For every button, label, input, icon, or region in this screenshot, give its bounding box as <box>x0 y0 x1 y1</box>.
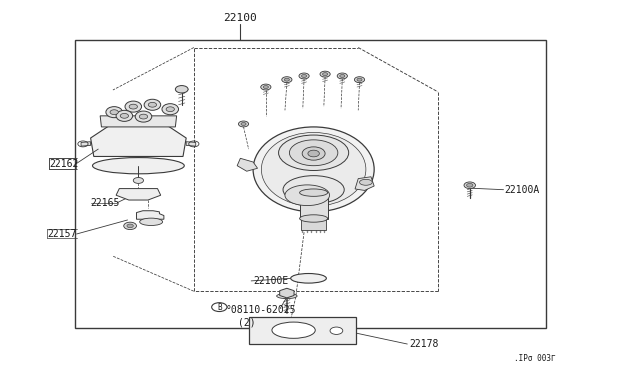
Ellipse shape <box>125 101 141 112</box>
Ellipse shape <box>278 135 349 170</box>
Ellipse shape <box>291 273 326 283</box>
Circle shape <box>133 177 143 183</box>
Circle shape <box>148 102 157 107</box>
Text: 22100A: 22100A <box>505 185 540 195</box>
Text: 22100: 22100 <box>223 13 257 23</box>
Circle shape <box>282 77 292 83</box>
Circle shape <box>355 77 365 83</box>
Bar <box>301 218 326 230</box>
Polygon shape <box>237 158 257 171</box>
Ellipse shape <box>272 322 316 338</box>
Ellipse shape <box>289 140 338 166</box>
Polygon shape <box>81 142 91 146</box>
Text: 22100E: 22100E <box>253 276 289 286</box>
Ellipse shape <box>261 132 366 206</box>
Ellipse shape <box>93 158 184 174</box>
Ellipse shape <box>162 104 179 115</box>
Circle shape <box>320 71 330 77</box>
Ellipse shape <box>300 189 328 196</box>
Ellipse shape <box>140 218 163 225</box>
Ellipse shape <box>253 127 374 212</box>
Text: 22178: 22178 <box>409 339 438 349</box>
Bar <box>248 317 356 344</box>
Circle shape <box>166 107 174 112</box>
Circle shape <box>357 78 362 81</box>
Polygon shape <box>100 116 177 127</box>
Circle shape <box>263 86 268 89</box>
Circle shape <box>129 104 138 109</box>
Circle shape <box>464 182 476 189</box>
Circle shape <box>284 78 289 81</box>
Text: (2): (2) <box>239 318 256 328</box>
Circle shape <box>323 73 328 76</box>
Circle shape <box>340 74 345 77</box>
Text: .IPσ 003Γ: .IPσ 003Γ <box>514 354 556 363</box>
Circle shape <box>467 183 473 187</box>
Ellipse shape <box>106 107 122 118</box>
Text: 22157: 22157 <box>47 229 77 239</box>
Polygon shape <box>355 177 374 190</box>
Circle shape <box>302 147 325 160</box>
Circle shape <box>140 114 148 119</box>
Polygon shape <box>136 211 164 219</box>
Circle shape <box>241 122 246 125</box>
Ellipse shape <box>116 110 132 121</box>
Circle shape <box>124 222 136 230</box>
Circle shape <box>260 84 271 90</box>
Text: B: B <box>217 302 221 312</box>
Circle shape <box>110 110 118 115</box>
Ellipse shape <box>300 215 328 222</box>
Circle shape <box>127 224 133 228</box>
Circle shape <box>337 73 348 79</box>
Circle shape <box>299 73 309 79</box>
Polygon shape <box>280 288 294 298</box>
Circle shape <box>308 150 319 157</box>
Ellipse shape <box>135 111 152 122</box>
Ellipse shape <box>276 294 297 299</box>
Circle shape <box>301 74 307 77</box>
Circle shape <box>120 113 129 118</box>
Ellipse shape <box>360 179 372 185</box>
Bar <box>49 158 76 169</box>
Polygon shape <box>91 123 186 157</box>
Bar <box>300 192 328 219</box>
Circle shape <box>239 121 248 127</box>
Text: 22165: 22165 <box>91 198 120 208</box>
Circle shape <box>330 327 343 334</box>
Ellipse shape <box>144 99 161 110</box>
Circle shape <box>175 86 188 93</box>
Polygon shape <box>116 189 161 200</box>
Polygon shape <box>186 142 196 146</box>
Ellipse shape <box>283 176 344 204</box>
Text: °08110-62025: °08110-62025 <box>226 305 296 315</box>
Ellipse shape <box>285 185 330 206</box>
Bar <box>75 40 546 328</box>
Text: 22162: 22162 <box>49 159 79 169</box>
